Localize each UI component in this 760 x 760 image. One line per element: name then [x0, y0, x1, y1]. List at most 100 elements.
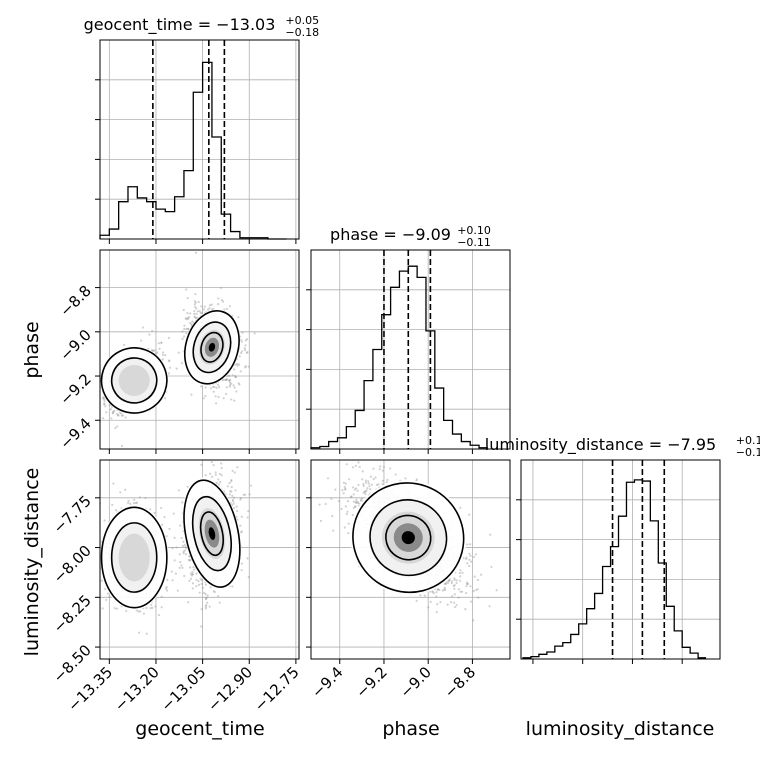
sample-point [176, 589, 179, 592]
sample-point [457, 588, 461, 591]
sample-point [186, 485, 189, 488]
density-level [118, 364, 150, 396]
sample-point [182, 540, 185, 543]
sample-point [458, 579, 462, 582]
sample-point [221, 379, 225, 382]
sample-point [465, 581, 469, 584]
sample-point [172, 512, 175, 515]
sample-point [227, 374, 230, 377]
sample-point [344, 482, 347, 485]
sample-point [234, 374, 237, 378]
sample-point [243, 347, 246, 350]
sample-point [110, 417, 113, 420]
sample-point [239, 496, 243, 500]
sample-point [100, 579, 103, 582]
sample-point [171, 579, 174, 582]
sample-point [194, 293, 197, 296]
sample-point [96, 579, 98, 581]
sample-point [179, 524, 182, 527]
sample-point [181, 330, 184, 333]
sample-point [185, 288, 188, 291]
sample-point [153, 349, 156, 352]
sample-point [386, 478, 389, 481]
sample-point [191, 320, 194, 323]
sample-point [230, 480, 233, 483]
contour-line [191, 495, 232, 572]
sample-point [444, 582, 447, 585]
sample-point [228, 493, 231, 496]
sample-point [185, 547, 188, 550]
sample-point [103, 403, 106, 406]
sample-point [356, 502, 359, 505]
panel-frame [99, 249, 300, 450]
sample-point [102, 398, 106, 401]
sample-point [234, 376, 237, 379]
sample-point [197, 580, 200, 583]
sample-point [243, 349, 247, 352]
sample-point [246, 350, 249, 354]
sample-point [343, 526, 346, 529]
sample-point [96, 535, 98, 537]
sample-point [137, 631, 141, 634]
sample-point [367, 480, 370, 483]
sample-point [177, 351, 180, 354]
sample-point [139, 610, 142, 613]
sample-point [187, 316, 191, 319]
sample-point [123, 343, 126, 346]
sample-point [212, 464, 215, 467]
sample-point [439, 601, 442, 604]
sample-point [228, 379, 231, 382]
sample-point [455, 579, 458, 582]
sample-point [138, 496, 142, 499]
sample-point [152, 349, 155, 352]
histogram-step [99, 61, 287, 240]
y-tick-label: −8.8 [56, 282, 94, 320]
x-tick-label: −12.90 [204, 663, 256, 715]
sample-point [129, 502, 132, 505]
sample-point [240, 340, 244, 343]
sample-point [218, 601, 221, 604]
sample-point [217, 395, 220, 399]
sample-point [186, 318, 190, 321]
sample-point [228, 305, 232, 308]
sample-point [104, 587, 107, 591]
sample-point [187, 327, 190, 331]
title-error-plus: +0.05 [285, 14, 319, 27]
sample-point [192, 565, 195, 569]
sample-point [96, 529, 98, 531]
title-error-minus: −0.18 [285, 26, 319, 39]
sample-point [96, 393, 98, 395]
sample-point [90, 400, 92, 402]
sample-point [466, 582, 470, 586]
x-tick-label: −13.05 [157, 663, 209, 715]
sample-point [175, 367, 178, 370]
sample-point [448, 579, 451, 582]
sample-point [204, 474, 207, 477]
sample-point [474, 553, 478, 556]
sample-point [453, 578, 456, 581]
sample-point [208, 605, 211, 608]
sample-point [358, 502, 361, 505]
sample-point [183, 549, 186, 552]
sample-point [160, 606, 163, 609]
sample-point [244, 344, 247, 347]
sample-point [200, 463, 203, 466]
sample-point [114, 426, 117, 430]
sample-point [350, 495, 353, 498]
sample-point [178, 566, 181, 569]
sample-point [330, 497, 333, 500]
sample-point [210, 475, 214, 478]
density-level [208, 527, 216, 540]
sample-point [181, 544, 185, 547]
histogram-step [522, 479, 707, 659]
sample-point [385, 481, 388, 484]
sample-point [200, 578, 203, 582]
sample-point [112, 410, 115, 413]
sample-point [213, 590, 216, 594]
sample-point [153, 511, 156, 514]
sample-point [226, 485, 229, 488]
sample-point [184, 545, 187, 548]
sample-point [195, 578, 198, 582]
contour-line [100, 347, 168, 414]
sample-point [217, 595, 220, 598]
